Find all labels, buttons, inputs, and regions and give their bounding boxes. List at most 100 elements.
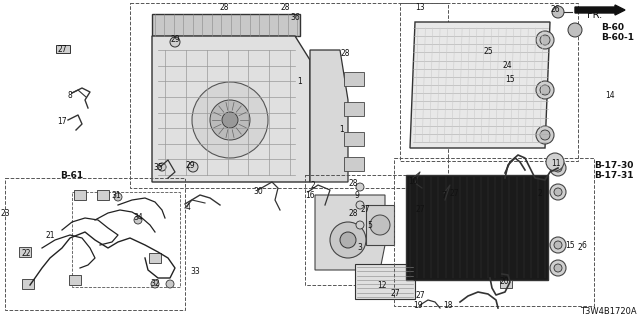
Text: 35: 35 [153,164,163,172]
Bar [130,3,448,188]
Polygon shape [152,36,310,182]
Text: 22: 22 [21,249,31,258]
Bar [19,247,31,257]
Circle shape [356,183,364,191]
Text: 26: 26 [550,5,560,14]
Circle shape [134,216,142,224]
Text: 9: 9 [355,191,360,201]
Text: 12: 12 [377,281,387,290]
Text: 21: 21 [45,230,55,239]
Bar [149,253,161,263]
Text: 34: 34 [133,213,143,222]
Polygon shape [410,22,550,148]
Bar [400,3,578,161]
Circle shape [158,163,166,171]
Text: 11: 11 [551,158,561,167]
Text: 29: 29 [185,161,195,170]
Text: 23: 23 [0,209,10,218]
Text: 15: 15 [505,76,515,84]
Circle shape [540,35,550,45]
Bar [74,190,86,200]
Circle shape [188,162,198,172]
Text: 27: 27 [390,290,400,299]
Text: 32: 32 [150,278,160,287]
Bar [344,132,364,146]
Circle shape [568,23,582,37]
Text: B-17-30: B-17-30 [594,161,634,170]
Text: 30: 30 [253,188,263,196]
Text: 5: 5 [367,220,372,229]
Bar [344,102,364,116]
Circle shape [222,112,238,128]
Text: 3: 3 [358,244,362,252]
Text: 27: 27 [415,291,425,300]
Circle shape [550,260,566,276]
Circle shape [554,264,562,272]
Polygon shape [315,195,385,270]
Bar [344,72,364,86]
Text: 2: 2 [578,243,582,252]
Bar [344,157,364,171]
Text: B-60: B-60 [601,23,624,33]
Text: B-61: B-61 [60,171,83,180]
Text: 7: 7 [442,190,447,199]
Circle shape [356,221,364,229]
Circle shape [554,188,562,196]
Text: 19: 19 [413,300,423,309]
Text: 14: 14 [605,91,615,100]
Text: FR.: FR. [587,10,602,20]
Text: B-60-1: B-60-1 [601,34,634,43]
Circle shape [552,6,564,18]
Circle shape [540,85,550,95]
Circle shape [370,215,390,235]
Text: T3W4B1720A: T3W4B1720A [580,307,637,316]
Bar [69,275,81,285]
Text: 27: 27 [449,189,459,198]
Text: 13: 13 [415,4,425,12]
Text: 8: 8 [68,92,72,100]
Bar [5,178,185,310]
Circle shape [170,37,180,47]
Circle shape [550,237,566,253]
Text: 29: 29 [170,36,180,44]
Text: 20: 20 [499,277,509,286]
Text: 17: 17 [57,117,67,126]
Circle shape [151,280,159,288]
Circle shape [166,280,174,288]
Circle shape [554,164,562,172]
Bar [406,175,548,280]
Text: 4: 4 [186,203,191,212]
Text: B-17-31: B-17-31 [594,171,634,180]
Circle shape [536,31,554,49]
FancyArrow shape [575,5,625,15]
Text: 10: 10 [408,177,418,186]
Text: 31: 31 [111,191,121,201]
Text: 28: 28 [348,179,358,188]
Text: 24: 24 [502,60,512,69]
Text: 25: 25 [483,47,493,57]
Text: 6: 6 [582,241,586,250]
Circle shape [550,184,566,200]
Circle shape [356,201,364,209]
Text: 15: 15 [565,241,575,250]
Circle shape [330,222,366,258]
Text: 2: 2 [538,188,542,197]
Bar [97,190,109,200]
Circle shape [550,160,566,176]
Text: 2: 2 [310,180,316,189]
Text: 28: 28 [348,209,358,218]
Text: 28: 28 [340,49,349,58]
Bar [305,175,415,285]
Circle shape [536,126,554,144]
Bar [56,45,70,53]
Text: 27: 27 [360,205,370,214]
Bar [22,279,34,289]
Circle shape [114,193,122,201]
Text: 27: 27 [415,205,425,214]
Bar [355,264,415,299]
Bar [366,205,394,245]
Text: 1: 1 [340,125,344,134]
Text: 33: 33 [190,268,200,276]
Circle shape [546,153,564,171]
Bar [72,192,180,287]
